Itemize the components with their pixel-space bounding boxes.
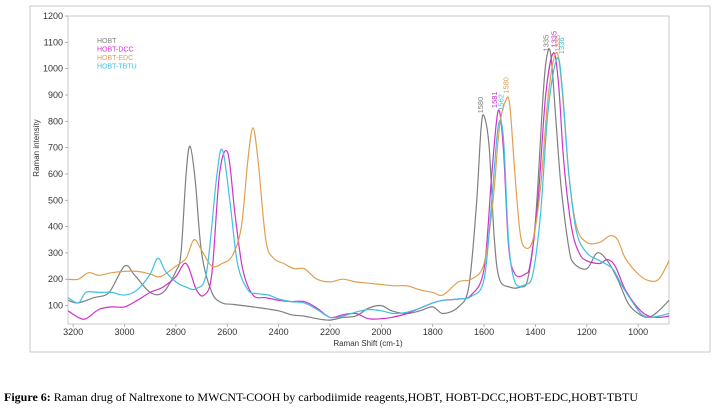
caption-label: Figure 6: [4, 390, 51, 404]
y-axis-title: Raman intensity [32, 119, 41, 176]
y-tick-label: 300 [48, 248, 63, 258]
peak-label: 1581 [490, 91, 499, 108]
figure-caption: Figure 6: Raman drug of Naltrexone to MW… [4, 390, 716, 405]
x-axis-title: Raman Shift (cm-1) [333, 339, 403, 348]
y-tick-label: 1100 [44, 37, 63, 47]
y-tick-label: 100 [48, 301, 63, 311]
peak-label: 1562 [496, 94, 505, 111]
x-tick-label: 1800 [423, 327, 443, 337]
plot-area [67, 15, 670, 325]
y-axis-ticks: 100 200 300 400 500 600 700 800 900 1000 1100 1200 [43, 11, 68, 311]
y-tick-label: 600 [48, 169, 63, 179]
legend-item: HOBT-DCC [97, 47, 134, 54]
x-tick-label: 2000 [371, 327, 391, 337]
series-line-hobt-dcc [67, 52, 670, 320]
peak-label: 1580 [501, 77, 510, 94]
y-tick-label: 500 [48, 195, 63, 205]
y-tick-label: 800 [48, 116, 63, 126]
y-tick-label: 1200 [43, 11, 63, 21]
peak-label: 1335 [549, 31, 558, 48]
series-line-hobt-tbtu [67, 57, 670, 319]
figure-frame [29, 5, 711, 353]
x-tick-label: 1000 [628, 327, 648, 337]
y-tick-label: 700 [48, 143, 63, 153]
y-tick-label: 200 [48, 274, 63, 284]
x-tick-label: 2400 [269, 327, 289, 337]
legend-item: HOBT-TBTU [97, 64, 137, 71]
x-tick-label: 1400 [525, 327, 545, 337]
y-tick-label: 400 [48, 222, 63, 232]
series-line-hobt [67, 48, 670, 321]
x-axis-ticks: 3200 3000 2800 2600 2400 2200 2000 1800 1600 1400… [63, 324, 648, 337]
series-layer [67, 48, 670, 321]
y-tick-label: 1000 [43, 64, 63, 74]
legend-item: HOBT-EDC [97, 55, 133, 62]
peak-label: 1580 [476, 97, 485, 114]
x-tick-label: 2200 [320, 327, 340, 337]
caption-text: Raman drug of Naltrexone to MWCNT-COOH b… [50, 390, 639, 404]
legend-item: HOBT [97, 38, 117, 45]
x-tick-label: 3200 [63, 327, 83, 337]
peak-label: 1336 [557, 38, 566, 55]
peak-label: 1335 [541, 35, 550, 52]
x-tick-label: 1200 [577, 327, 597, 337]
x-tick-label: 2600 [217, 327, 237, 337]
y-tick-label: 900 [48, 90, 63, 100]
x-tick-label: 3000 [114, 327, 134, 337]
peak-label: 1335 [553, 35, 562, 52]
x-tick-label: 2800 [166, 327, 186, 337]
x-tick-label: 1600 [474, 327, 494, 337]
